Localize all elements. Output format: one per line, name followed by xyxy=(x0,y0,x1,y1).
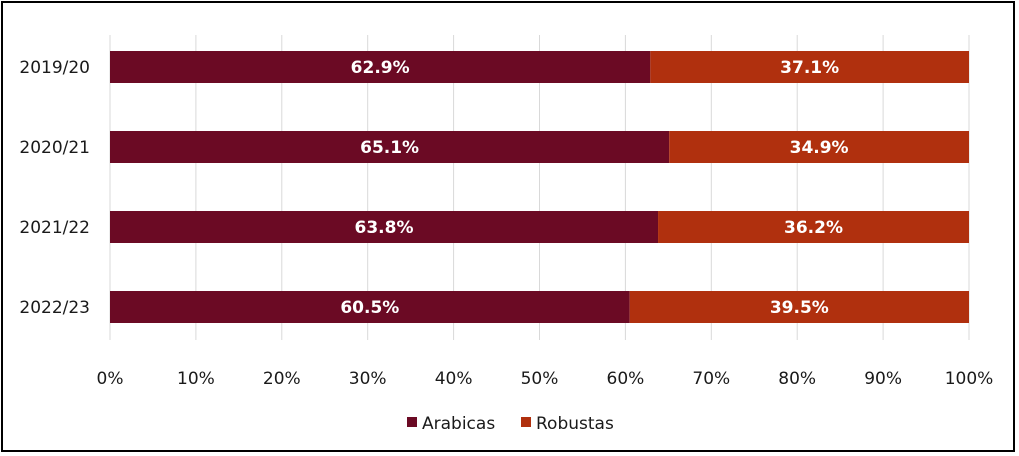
data-label-robustas: 34.9% xyxy=(790,138,849,158)
x-tick-label: 50% xyxy=(521,369,559,389)
category-label: 2021/22 xyxy=(19,218,90,238)
bars: 62.9% 37.1% 65.1% 34.9% 63.8% 36.2% 60.5% 39.5% xyxy=(110,51,969,323)
bar-robustas xyxy=(650,51,969,83)
bar-robustas xyxy=(669,131,969,163)
data-label-arabicas: 63.8% xyxy=(355,218,414,238)
bar-arabicas xyxy=(110,51,651,83)
data-label-arabicas: 62.9% xyxy=(351,58,410,78)
bar-arabicas xyxy=(110,131,670,163)
bar-robustas xyxy=(629,291,969,323)
legend-label-arabicas: Arabicas xyxy=(422,414,495,434)
data-label-robustas: 36.2% xyxy=(784,218,843,238)
x-tick-label: 100% xyxy=(945,369,994,389)
x-tick-label: 0% xyxy=(97,369,124,389)
x-tick-label: 90% xyxy=(864,369,902,389)
legend-label-robustas: Robustas xyxy=(536,414,614,434)
data-label-robustas: 39.5% xyxy=(770,298,829,318)
legend: Arabicas Robustas xyxy=(407,414,614,434)
bar-arabicas xyxy=(110,211,659,243)
x-tick-labels: 0% 10% 20% 30% 40% 50% 60% 70% 80% 90% 100% xyxy=(97,369,994,389)
gridlines xyxy=(109,35,970,340)
category-label: 2020/21 xyxy=(19,138,90,158)
bar-robustas xyxy=(658,211,969,243)
x-tick-label: 70% xyxy=(692,369,730,389)
category-label: 2022/23 xyxy=(19,298,90,318)
x-tick-label: 60% xyxy=(607,369,645,389)
x-tick-label: 80% xyxy=(778,369,816,389)
category-label: 2019/20 xyxy=(19,58,90,78)
x-tick-label: 40% xyxy=(435,369,473,389)
bar-arabicas xyxy=(110,291,630,323)
legend-swatch-robustas xyxy=(521,417,531,427)
x-tick-label: 10% xyxy=(177,369,215,389)
category-labels: 2019/20 2020/21 2021/22 2022/23 xyxy=(19,58,90,318)
data-label-robustas: 37.1% xyxy=(780,58,839,78)
x-tick-label: 30% xyxy=(349,369,387,389)
data-label-arabicas: 65.1% xyxy=(360,138,419,158)
x-tick-label: 20% xyxy=(263,369,301,389)
legend-swatch-arabicas xyxy=(407,417,417,427)
data-label-arabicas: 60.5% xyxy=(340,298,399,318)
